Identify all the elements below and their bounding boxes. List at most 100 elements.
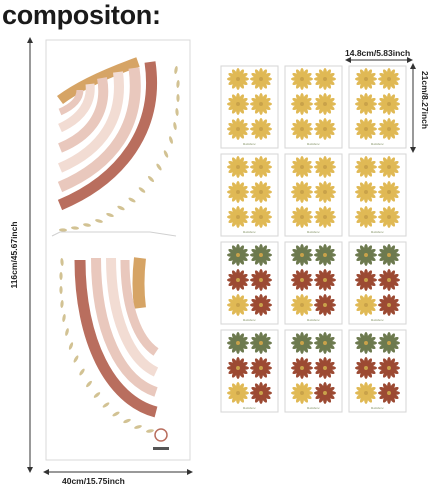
daisy-flower [378,118,400,140]
daisy-flower [355,294,377,316]
lower-rainbow-band-pink-2 [120,259,159,356]
upper-rainbow-band-pink [57,67,141,193]
daisy-flower [291,269,313,291]
daisy-flower [378,357,400,379]
daisy-flower [314,156,336,178]
lower-rainbow-band-light-pink [106,257,159,377]
daisy-sheet: Rainbow [284,153,343,237]
lower-rainbow-dots [59,258,154,433]
daisy-flower [355,357,377,379]
daisy-flower [314,294,336,316]
daisy-flower [250,244,272,266]
daisy-flower [314,181,336,203]
daisy-flower [291,93,313,115]
daisy-flower [291,68,313,90]
daisy-flower [378,332,400,354]
daisy-sheet: Rainbow [220,241,279,325]
daisy-flower [227,156,249,178]
daisy-flower [291,294,313,316]
daisy-sheet: Rainbow [348,241,407,325]
daisy-flower [250,206,272,228]
daisy-flower [355,332,377,354]
daisy-flower [355,382,377,404]
sheet-brand-label: Rainbow [371,406,384,410]
daisy-flower [227,206,249,228]
upper-rainbow-dots [59,66,180,232]
daisy-flower [355,118,377,140]
daisy-flower [291,244,313,266]
daisy-flower [227,382,249,404]
daisy-flower [355,181,377,203]
daisy-flower [314,244,336,266]
sheet-brand-label: Rainbow [243,230,256,234]
daisy-flower [378,244,400,266]
upper-rainbow-band-pink-2 [57,77,109,153]
daisy-flower [227,294,249,316]
daisy-flower [227,332,249,354]
sheet-brand-label: Rainbow [243,318,256,322]
upper-rainbow-band-pink-3 [58,89,84,116]
daisy-flower [250,68,272,90]
daisy-sheet: Rainbow [284,241,343,325]
lower-rainbow-band-pink [91,257,158,397]
sheet-brand-label: Rainbow [307,230,320,234]
upper-rainbow-band-light-pink-2 [57,83,95,133]
daisy-flower [314,357,336,379]
daisy-flower [250,294,272,316]
sheet-brand-label: Rainbow [243,142,256,146]
daisy-flower [314,382,336,404]
daisy-flower [250,332,272,354]
daisy-flower [227,269,249,291]
daisy-flower [291,357,313,379]
upper-rainbow-band-terracotta [57,61,157,211]
daisy-flower [378,68,400,90]
sheet-brand-label: Rainbow [307,318,320,322]
daisy-flower [355,93,377,115]
daisy-flower [378,269,400,291]
sheet-brand-label: Rainbow [307,142,320,146]
daisy-flower [291,332,313,354]
daisy-flower [378,181,400,203]
daisy-flower [291,118,313,140]
daisy-flower [378,382,400,404]
upper-rainbow-decal [56,48,157,211]
daisy-flower [314,269,336,291]
daisy-flower [291,382,313,404]
daisy-flower [314,332,336,354]
daisy-flower [314,68,336,90]
daisy-sheet: Rainbow [220,65,279,149]
lower-rainbow-band-terracotta [74,259,158,418]
daisy-flower [250,357,272,379]
daisy-flower [378,156,400,178]
lower-rainbow-decal [74,257,159,418]
daisy-flower [250,181,272,203]
cut-line [51,231,177,237]
daisy-flower [227,93,249,115]
sheet-brand-label: Rainbow [307,406,320,410]
daisy-flower [227,244,249,266]
daisy-flower [314,118,336,140]
page-title: compositon: [2,0,161,30]
daisy-flower [227,118,249,140]
daisy-flower [378,294,400,316]
daisy-flower [355,206,377,228]
daisy-flower [355,68,377,90]
upper-rainbow-band-ochre [57,57,140,105]
daisy-flower [378,93,400,115]
daisy-flower [291,156,313,178]
sheet-brand-label: Rainbow [371,142,384,146]
daisy-flower [314,206,336,228]
daisy-flower [291,206,313,228]
daisy-flower [355,156,377,178]
daisy-flower [250,93,272,115]
daisy-flower [250,156,272,178]
sheet-width-label: 14.8cm/5.83inch [345,48,411,58]
daisy-flower [355,244,377,266]
daisy-sheet: Rainbow [220,329,279,413]
sheet-brand-label: Rainbow [371,230,384,234]
daisy-flower [250,269,272,291]
width-dimension-label: 40cm/15.75inch [62,476,125,486]
daisy-flower [291,181,313,203]
daisy-sheet: Rainbow [284,329,343,413]
